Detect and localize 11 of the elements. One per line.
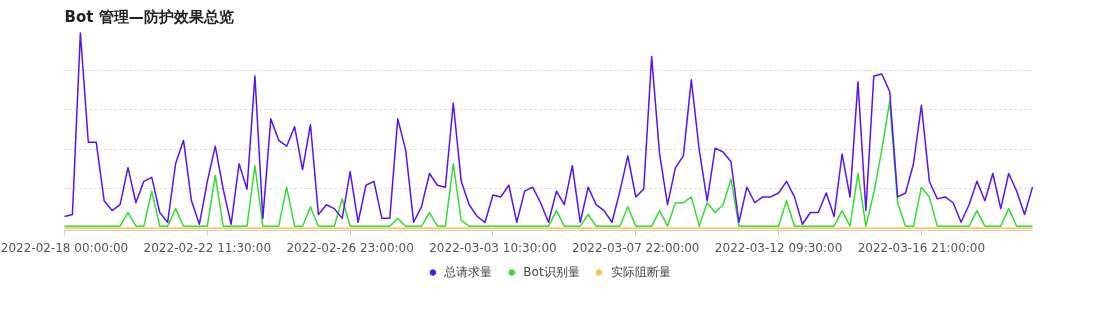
x-tick-label: 2022-02-26 23:00:00 bbox=[286, 240, 414, 255]
x-tick-label: 2022-03-03 10:30:00 bbox=[429, 240, 557, 255]
legend-label: 实际阻断量 bbox=[610, 263, 671, 281]
x-tick-label: 2022-02-18 00:00:00 bbox=[0, 240, 129, 255]
x-tick-label: 2022-03-07 22:00:00 bbox=[572, 240, 700, 255]
legend-label: 总请求量 bbox=[444, 263, 493, 281]
x-tick-label: 2022-03-12 09:30:00 bbox=[714, 240, 843, 255]
x-tick-label: 2022-02-22 11:30:00 bbox=[143, 240, 272, 255]
x-tick-label: 2022-03-16 21:00:00 bbox=[857, 240, 986, 255]
legend-label: Bot识别量 bbox=[523, 263, 580, 281]
chart-title: Bot 管理—防护效果总览 bbox=[64, 7, 234, 26]
